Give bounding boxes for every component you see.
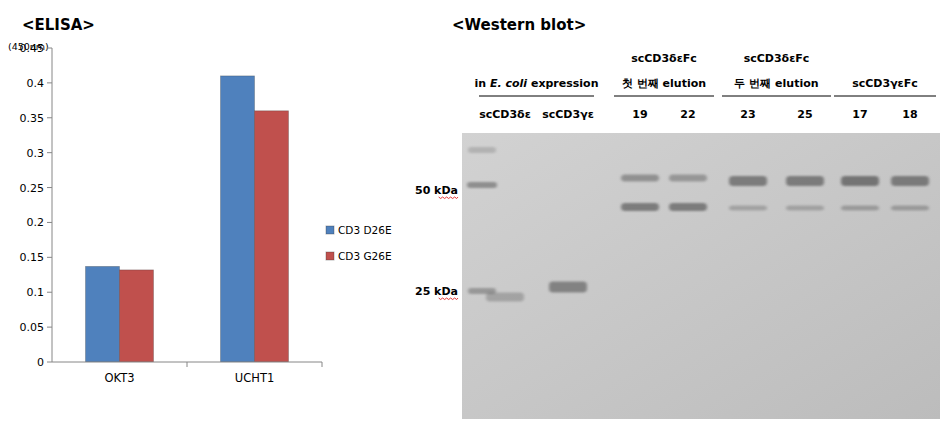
bar [86, 266, 120, 362]
band [486, 293, 524, 302]
lane-label: scCD3γε [542, 108, 594, 121]
band [549, 282, 587, 293]
lane-label: 17 [852, 108, 867, 121]
y-tick [47, 48, 52, 49]
band [841, 206, 879, 211]
lane-label: 18 [902, 108, 917, 121]
spell-underline [439, 197, 458, 199]
y-tick-label: 0.2 [27, 216, 45, 229]
band [669, 175, 707, 182]
y-tick [47, 327, 52, 328]
y-tick-label: 0.1 [27, 286, 45, 299]
group-label: 첫 번째 elution [622, 77, 706, 90]
lane-label: 22 [680, 108, 695, 121]
legend-swatch [326, 252, 334, 260]
lane-label: 23 [740, 108, 755, 121]
y-tick [47, 292, 52, 293]
y-tick-label: 0.25 [20, 182, 45, 195]
bar [255, 111, 289, 362]
bars [86, 76, 289, 362]
spell-underline [439, 298, 458, 300]
band [891, 176, 929, 186]
band [786, 206, 824, 211]
band [841, 176, 879, 186]
x-tick-label: UCHT1 [235, 371, 274, 385]
group-label: 두 번째 elution [734, 77, 818, 90]
y-tick-label: 0.3 [27, 147, 45, 160]
group-label: scCD3δεFc [631, 52, 697, 65]
legend-swatch [326, 226, 334, 234]
x-tick [187, 362, 188, 367]
group-underline [479, 96, 594, 97]
band [621, 203, 659, 211]
chart-title: <ELISA> [22, 16, 95, 34]
group-underline [614, 96, 714, 97]
lane-label: scCD3δε [479, 108, 531, 121]
ladder-band [467, 182, 497, 188]
y-tick [47, 362, 52, 363]
x-tick-label: OKT3 [104, 371, 134, 385]
band [729, 176, 767, 186]
group-label: in E. coli expression [475, 77, 599, 90]
ladder-band [468, 147, 496, 153]
figure: <ELISA>(450nm)00.050.10.150.20.250.30.35… [0, 0, 943, 439]
y-tick [47, 152, 52, 153]
lane-label: 25 [797, 108, 812, 121]
y-tick [47, 257, 52, 258]
group-label-part: E. coli [490, 77, 527, 90]
group-label-part: expression [527, 77, 598, 90]
y-tick-label: 0.45 [20, 42, 45, 55]
group-underline [834, 96, 936, 97]
y-tick [47, 82, 52, 83]
group-underline [722, 96, 831, 97]
bar [120, 270, 154, 362]
lane-label: 19 [632, 108, 647, 121]
y-tick-label: 0.05 [20, 321, 45, 334]
legend-label: CD3 G26E [338, 250, 392, 262]
gel [462, 133, 940, 419]
band [669, 203, 707, 211]
marker-label: 25 kDa [415, 285, 458, 298]
x-tick [322, 362, 323, 367]
band [891, 206, 929, 211]
background [0, 0, 943, 439]
y-tick-label: 0.35 [20, 112, 45, 125]
group-label: scCD3γεFc [852, 77, 918, 90]
blot-title: <Western blot> [452, 16, 586, 34]
band [729, 206, 767, 211]
bar [221, 76, 255, 362]
band [786, 176, 824, 186]
legend-label: CD3 D26E [338, 224, 392, 236]
y-tick [47, 187, 52, 188]
y-tick-label: 0 [37, 356, 44, 369]
group-label-part: in [475, 77, 490, 90]
marker-label: 50 kDa [415, 184, 458, 197]
y-axis [52, 48, 53, 362]
group-label: scCD3δεFc [744, 52, 810, 65]
y-tick-label: 0.4 [27, 77, 45, 90]
band [621, 175, 659, 182]
x-axis [52, 362, 322, 363]
y-tick-label: 0.15 [20, 251, 45, 264]
y-tick [47, 222, 52, 223]
y-tick [47, 117, 52, 118]
